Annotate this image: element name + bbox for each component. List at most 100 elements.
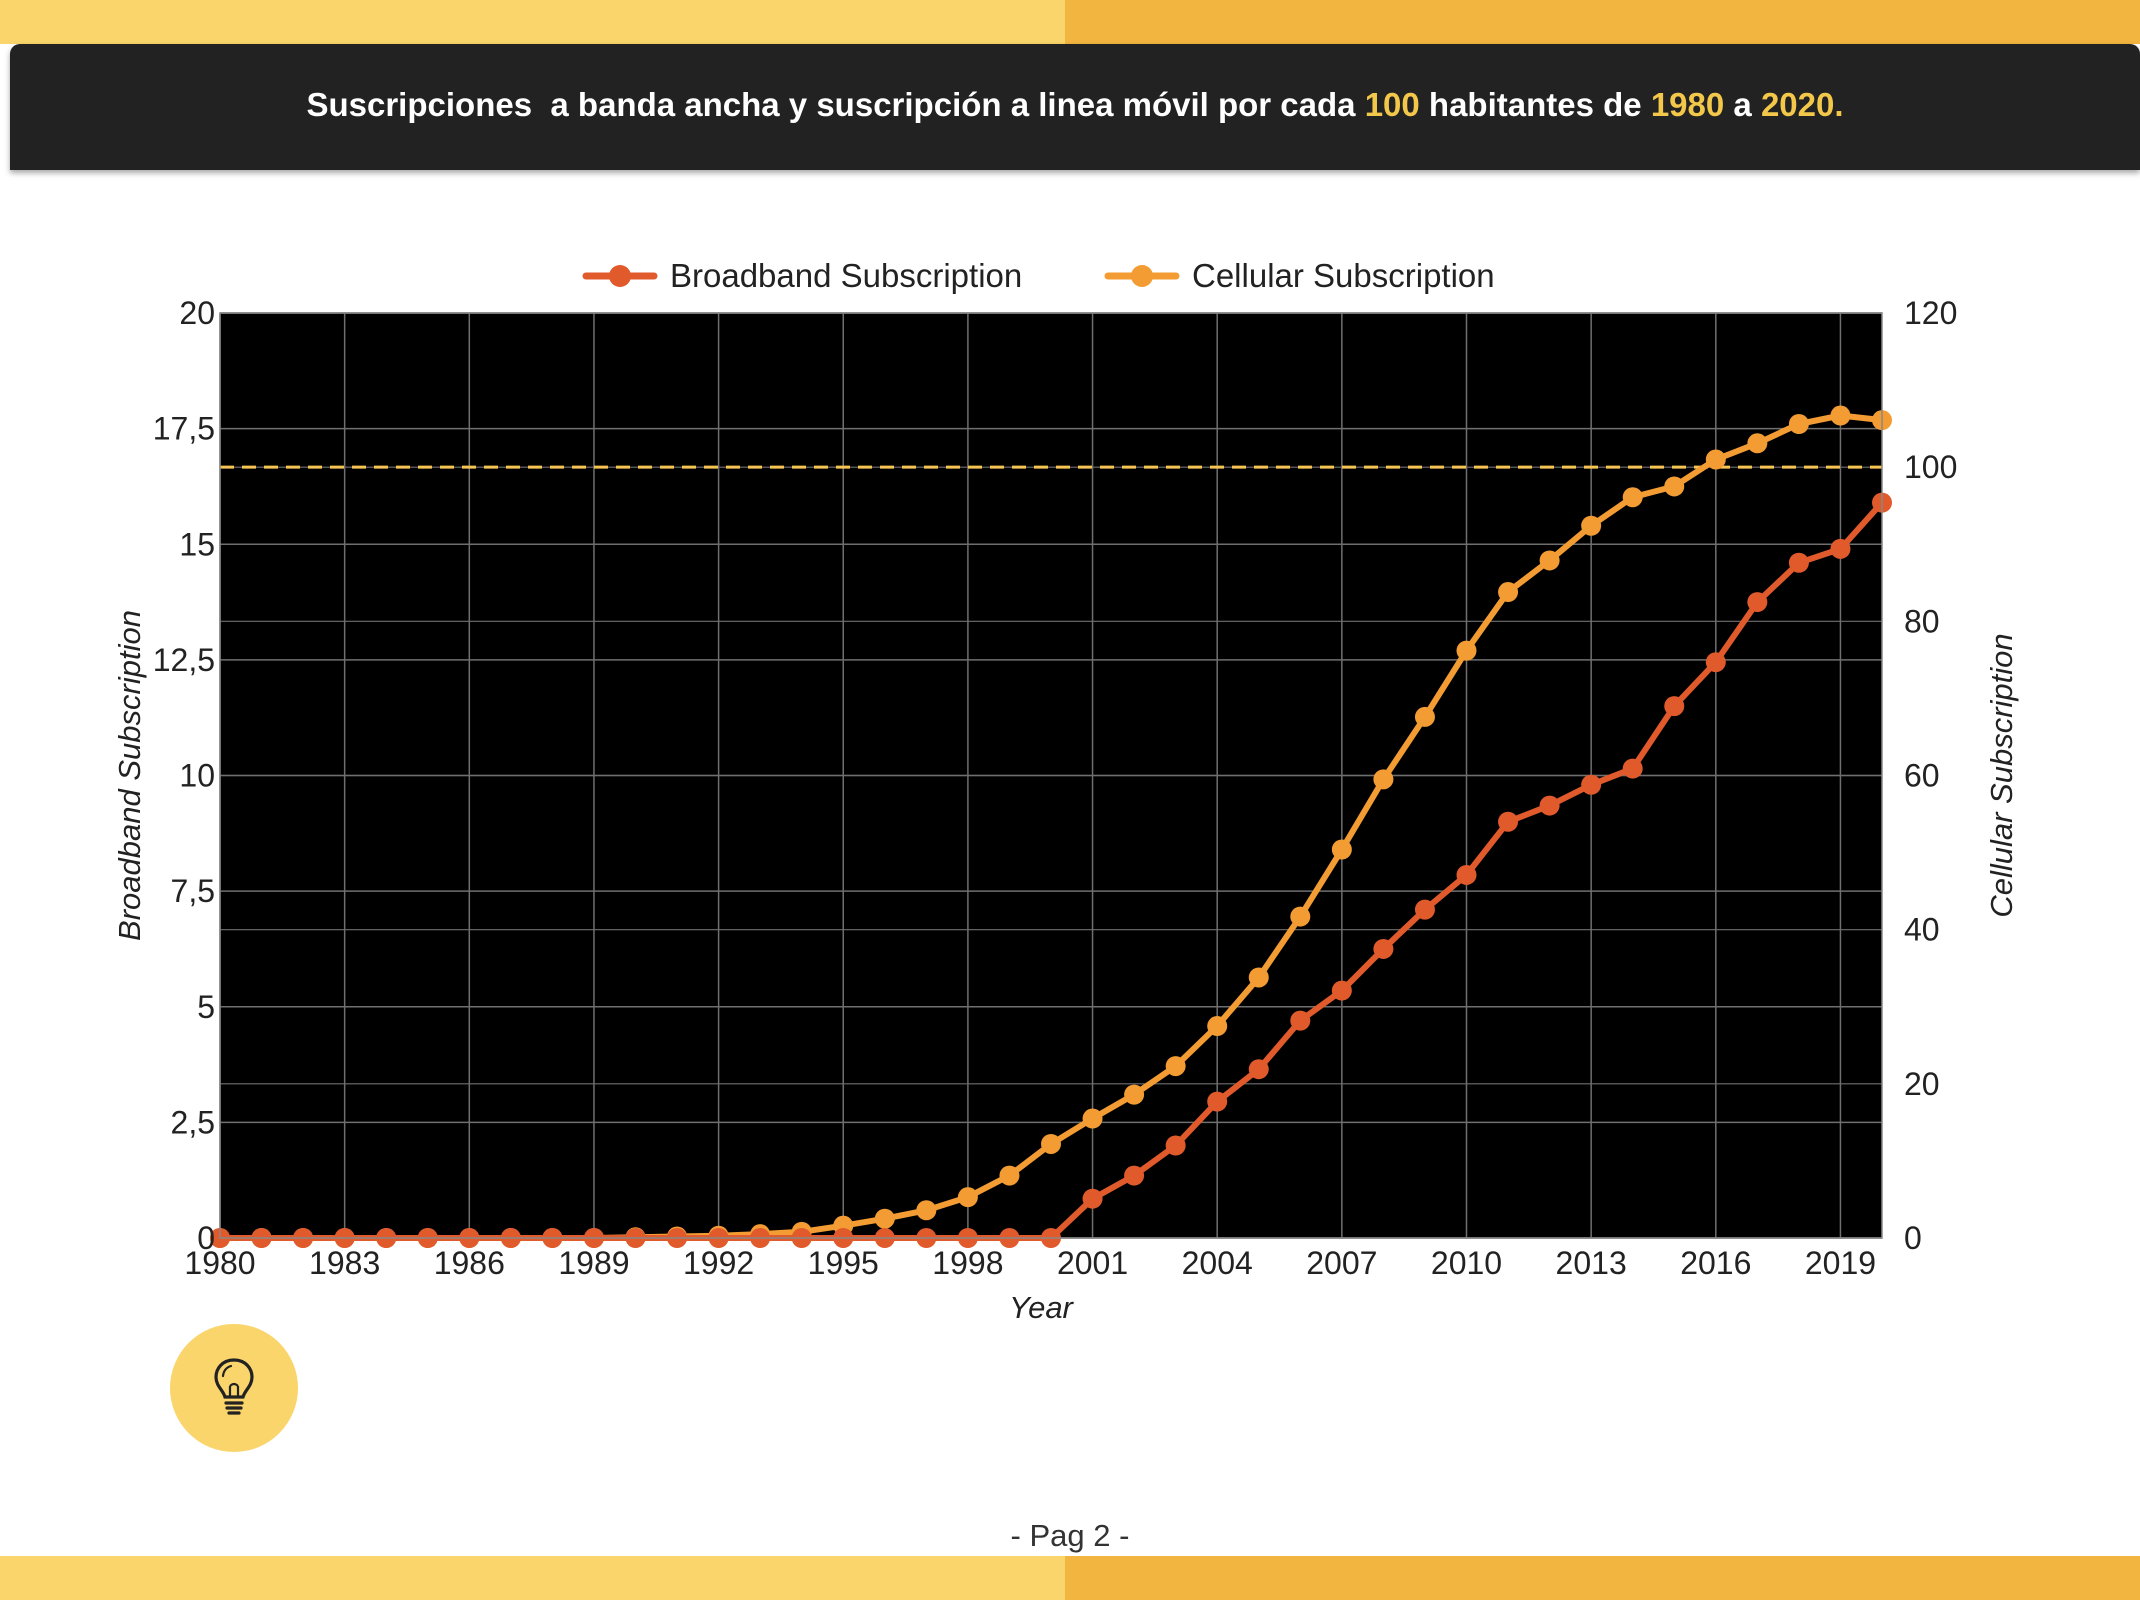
bottom-decor-strip — [0, 1556, 2140, 1600]
page-number: - Pag 2 - — [0, 1518, 2140, 1554]
title-part-6: 2020. — [1760, 86, 1844, 123]
data-point — [1373, 938, 1394, 959]
title-part-2: 100 — [1364, 86, 1420, 123]
data-point — [1498, 811, 1519, 832]
subscriptions-line-chart: 1980 1983 1986 1989 1992 1995 1998 2001 2004 2007… — [112, 257, 2019, 1325]
x-tick-label: 1986 — [434, 1245, 505, 1281]
chart-legend: Broadband Subscription Cellular Subscript… — [582, 257, 1495, 294]
legend-marker-swatch — [609, 265, 631, 287]
header-banner: Suscripciones a banda ancha y suscripció… — [10, 44, 2140, 170]
y2-tick-label: 80 — [1904, 603, 1940, 639]
x-tick-label: 2013 — [1556, 1245, 1627, 1281]
title-part-1: Suscripciones a banda ancha y suscripció… — [306, 86, 1365, 123]
axes-layer: 1980 1983 1986 1989 1992 1995 1998 2001 2004 2007… — [112, 295, 2019, 1325]
x-tick-label: 1998 — [932, 1245, 1003, 1281]
data-point — [1248, 967, 1269, 988]
legend-item-broadband: Broadband Subscription — [582, 257, 1022, 294]
data-point — [1082, 1188, 1103, 1209]
data-point — [1414, 899, 1435, 920]
y-tick-label: 5 — [197, 989, 215, 1025]
x-tick-label: 2010 — [1431, 1245, 1502, 1281]
tip-badge[interactable] — [170, 1324, 298, 1452]
x-tick-label: 2019 — [1805, 1245, 1876, 1281]
y-tick-label: 10 — [179, 758, 215, 794]
data-point — [1290, 906, 1311, 927]
data-point — [1290, 1010, 1311, 1031]
top-decor-strip — [0, 0, 2140, 44]
data-point — [1331, 839, 1352, 860]
data-point — [1788, 552, 1809, 573]
x-tick-label: 1992 — [683, 1245, 754, 1281]
page-title: Suscripciones a banda ancha y suscripció… — [10, 86, 2140, 124]
data-point — [1830, 538, 1851, 559]
top-strip-dark — [1065, 0, 2140, 44]
data-point — [1664, 476, 1685, 497]
legend-label: Cellular Subscription — [1192, 257, 1495, 294]
y2-axis-title: Cellular Subscription — [1984, 633, 2019, 917]
data-point — [1622, 758, 1643, 779]
bottom-strip-dark — [1065, 1556, 2140, 1600]
data-point — [1705, 652, 1726, 673]
data-point — [1456, 640, 1477, 661]
x-axis-title: Year — [1009, 1290, 1074, 1325]
y-axis-title: Broadband Subscription — [112, 610, 147, 941]
y-tick-label: 15 — [179, 526, 215, 562]
y-tick-label: 0 — [197, 1220, 215, 1256]
plot-border — [219, 312, 1883, 1239]
x-tick-label: 1983 — [309, 1245, 380, 1281]
top-strip-light — [0, 0, 1065, 44]
x-tick-label: 1995 — [808, 1245, 879, 1281]
y-tick-label: 2,5 — [171, 1104, 215, 1140]
data-point — [1041, 1133, 1061, 1154]
x-tick-label: 1980 — [184, 1245, 255, 1281]
data-point — [1830, 405, 1851, 426]
data-point — [1248, 1059, 1269, 1080]
y2-tick-label: 20 — [1904, 1066, 1940, 1102]
legend-item-cellular: Cellular Subscription — [1104, 257, 1495, 294]
page-number-label: - Pag 2 - — [1010, 1518, 1130, 1553]
y-tick-label: 20 — [179, 295, 215, 331]
y2-tick-label: 100 — [1904, 449, 1957, 485]
y-tick-label: 7,5 — [171, 873, 215, 909]
data-point — [1581, 774, 1602, 795]
lightbulb-icon — [214, 1358, 254, 1415]
legend-label: Broadband Subscription — [670, 257, 1022, 294]
legend-marker-swatch — [1131, 265, 1153, 287]
data-point — [874, 1208, 895, 1229]
data-point — [1414, 706, 1435, 727]
data-point — [1747, 433, 1768, 454]
data-point — [1788, 414, 1809, 434]
data-point — [1622, 487, 1643, 508]
data-point — [1456, 864, 1477, 885]
data-point — [1373, 769, 1394, 790]
y-tick-label: 12,5 — [153, 642, 215, 678]
y2-tick-label: 0 — [1904, 1220, 1922, 1256]
data-point — [1581, 515, 1602, 536]
x-tick-label: 1989 — [558, 1245, 629, 1281]
data-point — [1124, 1165, 1145, 1186]
data-point — [999, 1165, 1020, 1186]
data-point — [1082, 1108, 1103, 1129]
data-point — [1705, 449, 1726, 470]
bottom-strip-light — [0, 1556, 1065, 1600]
x-tick-label: 2004 — [1182, 1245, 1253, 1281]
title-part-4: 1980 — [1650, 86, 1725, 123]
data-point — [1539, 795, 1560, 816]
data-point — [1331, 980, 1352, 1001]
title-part-3: habitantes de — [1419, 86, 1651, 123]
data-point — [1539, 550, 1560, 571]
y2-tick-label: 120 — [1904, 295, 1957, 331]
data-point — [957, 1187, 978, 1208]
data-point — [1664, 696, 1685, 717]
data-point — [1165, 1135, 1186, 1156]
data-point — [1747, 592, 1768, 613]
data-point — [1165, 1056, 1186, 1077]
x-tick-label: 2007 — [1306, 1245, 1377, 1281]
y-tick-label: 17,5 — [153, 411, 215, 447]
title-part-5: a — [1724, 86, 1761, 123]
x-tick-label: 2001 — [1057, 1245, 1128, 1281]
data-point — [1498, 582, 1519, 603]
y2-tick-label: 40 — [1904, 912, 1940, 948]
data-point — [1124, 1084, 1145, 1105]
x-tick-label: 2016 — [1680, 1245, 1751, 1281]
